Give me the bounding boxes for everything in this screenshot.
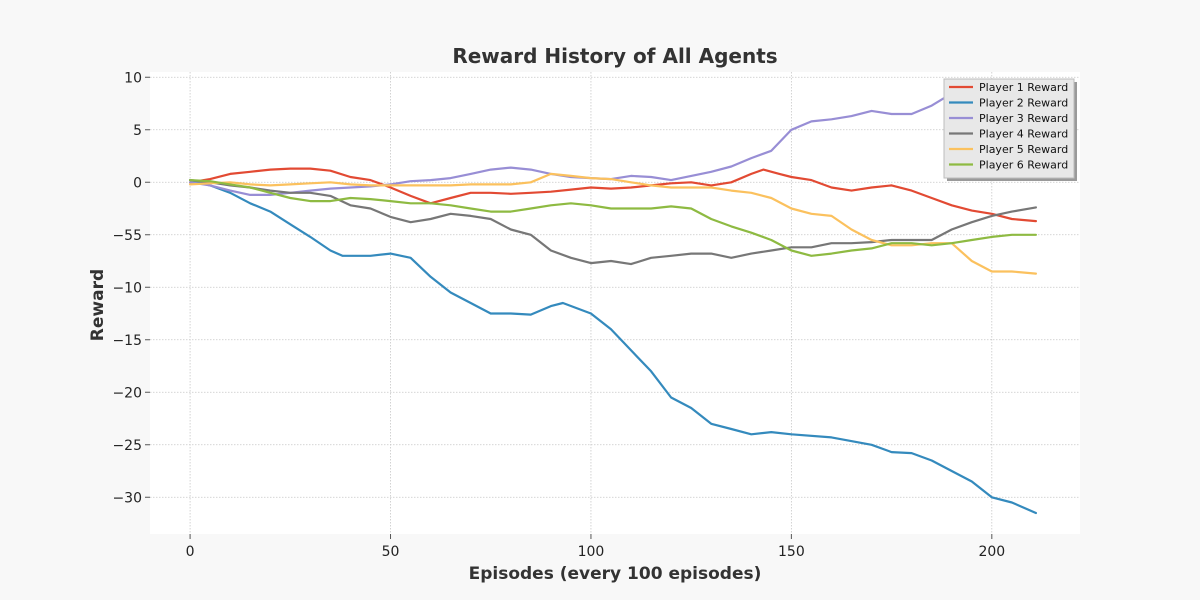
y-tick-label: −10 [112,280,142,296]
x-tick-label: 150 [778,544,805,560]
series-line-player-2 [189,179,1037,515]
legend-label: Player 1 Reward [979,81,1068,94]
x-tick-label: 0 [186,544,195,560]
legend-label: Player 5 Reward [979,143,1068,156]
legend-label: Player 3 Reward [979,112,1068,125]
y-tick-label: −25 [112,438,142,454]
y-tick-label: −15 [112,333,142,349]
x-tick-label: 100 [578,544,605,560]
legend-label: Player 6 Reward [979,159,1068,172]
series-line-player-5 [189,172,1037,275]
series-lines [189,97,1037,515]
x-tick-label: 50 [382,544,400,560]
series-line-player-6 [189,179,1037,257]
y-axis-label: Reward [88,269,108,341]
y-tick-label: 10 [124,70,142,86]
chart-title: Reward History of All Agents [452,44,777,68]
legend-label: Player 4 Reward [979,128,1068,141]
x-axis-label: Episodes (every 100 episodes) [469,564,762,584]
series-line-player-1 [189,167,1037,223]
legend-label: Player 2 Reward [979,97,1068,110]
y-tick-label: −20 [112,385,142,401]
series-line-player-4 [189,179,1037,266]
legend: Player 1 Reward Player 2 Reward Player 3 R… [943,78,1077,181]
y-tick-label: 5 [133,123,142,139]
y-tick-label: −55 [112,228,142,244]
y-tick-label: 0 [133,175,142,191]
y-tick-label: −30 [112,490,142,506]
legend-box [943,78,1075,179]
grid-lines [150,72,1080,534]
x-tick-label: 200 [978,544,1005,560]
